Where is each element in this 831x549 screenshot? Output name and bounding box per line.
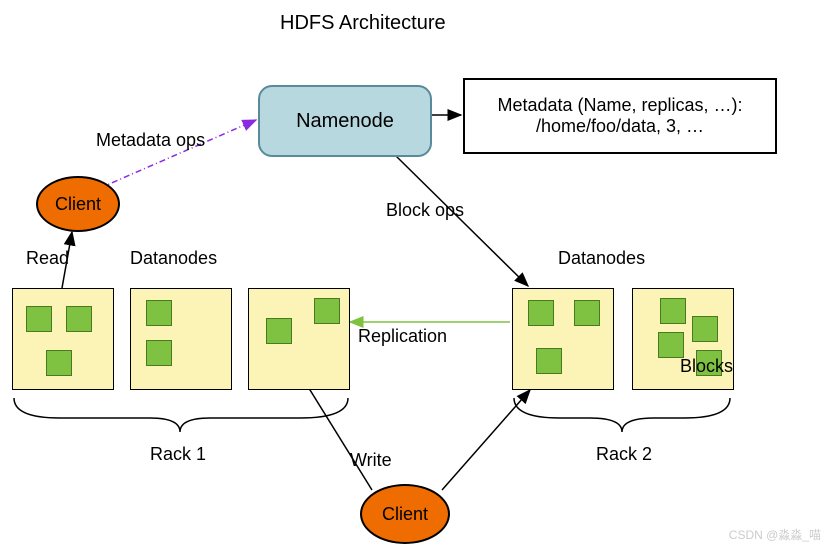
metadata-line2: /home/foo/data, 3, … xyxy=(536,116,704,137)
client-read-label: Client xyxy=(55,194,101,215)
watermark: CSDN @淼淼_喵 xyxy=(729,526,821,543)
block xyxy=(146,300,172,326)
label-rack2: Rack 2 xyxy=(596,444,652,465)
brace-rack2 xyxy=(514,398,730,432)
block xyxy=(266,318,292,344)
client-read: Client xyxy=(36,176,120,232)
brace-rack1 xyxy=(14,398,348,432)
label-rack1: Rack 1 xyxy=(150,444,206,465)
block xyxy=(314,298,340,324)
block xyxy=(66,306,92,332)
block xyxy=(574,300,600,326)
namenode-label: Namenode xyxy=(296,110,394,133)
block xyxy=(528,300,554,326)
block xyxy=(660,298,686,324)
label-datanodes-left: Datanodes xyxy=(130,248,217,269)
metadata-line1: Metadata (Name, replicas, …): xyxy=(497,95,742,116)
block xyxy=(26,306,52,332)
label-blocks: Blocks xyxy=(680,356,733,377)
namenode: Namenode xyxy=(258,85,432,157)
label-block-ops: Block ops xyxy=(386,200,464,221)
label-read: Read xyxy=(26,248,69,269)
block xyxy=(536,348,562,374)
client-write: Client xyxy=(360,484,450,544)
edge-block-ops xyxy=(396,156,528,286)
block xyxy=(692,316,718,342)
block xyxy=(146,340,172,366)
client-write-label: Client xyxy=(382,504,428,525)
block xyxy=(46,350,72,376)
label-replication: Replication xyxy=(358,326,447,347)
label-write: Write xyxy=(350,450,392,471)
diagram-canvas: HDFS Architecture xyxy=(0,0,831,549)
edge-write-right xyxy=(442,390,530,490)
label-datanodes-right: Datanodes xyxy=(558,248,645,269)
label-metadata-ops: Metadata ops xyxy=(96,130,205,151)
block xyxy=(658,332,684,358)
metadata-box: Metadata (Name, replicas, …): /home/foo/… xyxy=(463,78,777,154)
